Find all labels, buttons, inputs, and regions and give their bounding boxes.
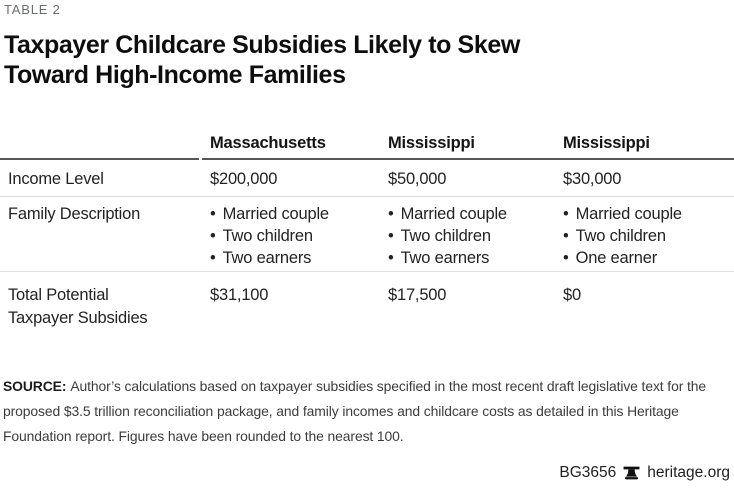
list-item: • Two children (388, 225, 563, 247)
page-title: Taxpayer Childcare Subsidies Likely to S… (4, 30, 520, 90)
list-item-text: Two earners (222, 249, 312, 267)
list-item: • Two earners (388, 247, 563, 269)
list-item-text: Married couple (400, 205, 508, 223)
table-header-row: Massachusetts Mississippi Mississippi (0, 132, 734, 160)
row-label-line-2: Taxpayer Subsidies (8, 309, 148, 327)
row-label: Family Description (8, 205, 141, 223)
bullet-icon: • (563, 227, 569, 245)
column-header-mississippi-2: Mississippi (563, 134, 650, 152)
family-description-mississippi-2: • Married couple • Two children • One earne… (563, 203, 734, 269)
income-value-mississippi-2: $30,000 (563, 170, 622, 188)
source-note: SOURCE: Author’s calculations based on ta… (3, 374, 734, 449)
list-item: • One earner (563, 247, 734, 269)
list-item-text: Married couple (575, 205, 683, 223)
liberty-bell-icon (623, 465, 640, 481)
list-item-text: Married couple (222, 205, 330, 223)
bullet-icon: • (388, 227, 394, 245)
header-rule-gap (199, 158, 202, 160)
list-item: • Married couple (563, 203, 734, 225)
list-item: • Two children (210, 225, 388, 247)
list-item: • Married couple (210, 203, 388, 225)
table-number-label: TABLE 2 (4, 2, 61, 17)
source-text: Author’s calculations based on taxpayer … (3, 378, 706, 444)
title-line-2: Toward High-Income Families (4, 61, 346, 89)
list-item-text: Two children (222, 227, 313, 245)
list-item: • Married couple (388, 203, 563, 225)
family-description-massachusetts: • Married couple • Two children • Two earne… (210, 203, 388, 269)
table-row-total-subsidies: Total Potential Taxpayer Subsidies $31,1… (0, 272, 734, 330)
bullet-icon: • (210, 227, 216, 245)
document-id: BG3656 (559, 464, 617, 481)
table-row-income-level: Income Level $200,000 $50,000 $30,000 (0, 160, 734, 197)
row-label-line-1: Total Potential (8, 286, 109, 304)
list-item-text: Two children (400, 227, 491, 245)
footer: BG3656 heritage.org (559, 464, 730, 482)
total-value-mississippi-2: $0 (563, 286, 581, 304)
bullet-icon: • (388, 205, 394, 223)
total-value-mississippi-1: $17,500 (388, 286, 447, 304)
list-item-text: Two earners (400, 249, 490, 267)
bullet-icon: • (210, 249, 216, 267)
column-header-massachusetts: Massachusetts (210, 134, 326, 152)
title-line-1: Taxpayer Childcare Subsidies Likely to S… (4, 31, 520, 59)
bullet-icon: • (563, 249, 569, 267)
row-label: Total Potential Taxpayer Subsidies (0, 284, 210, 330)
list-item-text: One earner (575, 249, 658, 267)
bullet-icon: • (210, 205, 216, 223)
total-value-massachusetts: $31,100 (210, 286, 269, 304)
row-label: Income Level (8, 170, 104, 188)
bullet-icon: • (388, 249, 394, 267)
income-value-mississippi-1: $50,000 (388, 170, 447, 188)
income-value-massachusetts: $200,000 (210, 170, 278, 188)
list-item-text: Two children (575, 227, 666, 245)
heritage-link[interactable]: heritage.org (647, 464, 730, 481)
bullet-icon: • (563, 205, 569, 223)
subsidies-table: Massachusetts Mississippi Mississippi In… (0, 132, 734, 330)
family-description-mississippi-1: • Married couple • Two children • Two earne… (388, 203, 563, 269)
source-label: SOURCE: (3, 378, 67, 394)
table-row-family-description: Family Description • Married couple • Two … (0, 197, 734, 272)
list-item: • Two children (563, 225, 734, 247)
list-item: • Two earners (210, 247, 388, 269)
column-header-mississippi-1: Mississippi (388, 134, 475, 152)
